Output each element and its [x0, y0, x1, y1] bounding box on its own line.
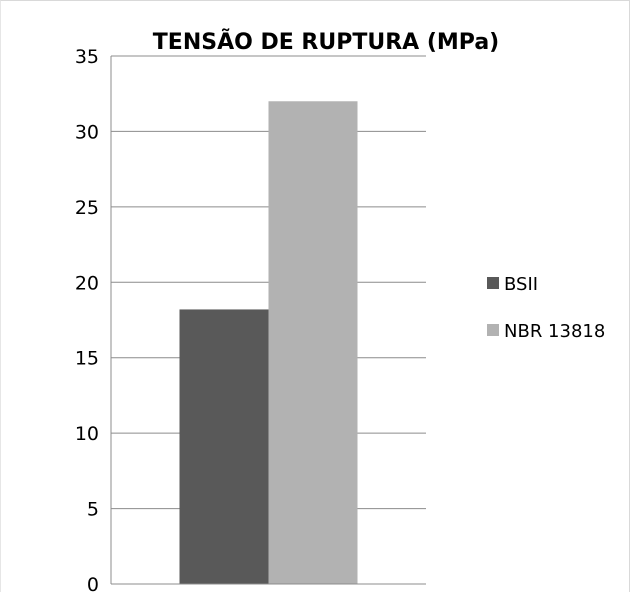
y-tick-label: 15	[75, 348, 99, 370]
y-tick-label: 25	[75, 197, 99, 219]
chart-title: TENSÃO DE RUPTURA (MPa)	[153, 29, 499, 55]
y-tick-label: 5	[87, 499, 99, 521]
legend-label: NBR 13818	[504, 321, 605, 342]
y-tick-label: 10	[75, 423, 99, 445]
bar-bsii	[179, 309, 269, 584]
y-tick-label: 20	[75, 272, 99, 294]
legend-label: BSII	[504, 274, 538, 295]
y-tick-label: 0	[87, 574, 99, 593]
y-tick-label: 30	[75, 121, 99, 143]
y-tick-label: 35	[75, 46, 99, 68]
legend-swatch	[487, 277, 499, 289]
bar-nbr-13818	[268, 101, 358, 584]
legend-swatch	[487, 324, 499, 336]
